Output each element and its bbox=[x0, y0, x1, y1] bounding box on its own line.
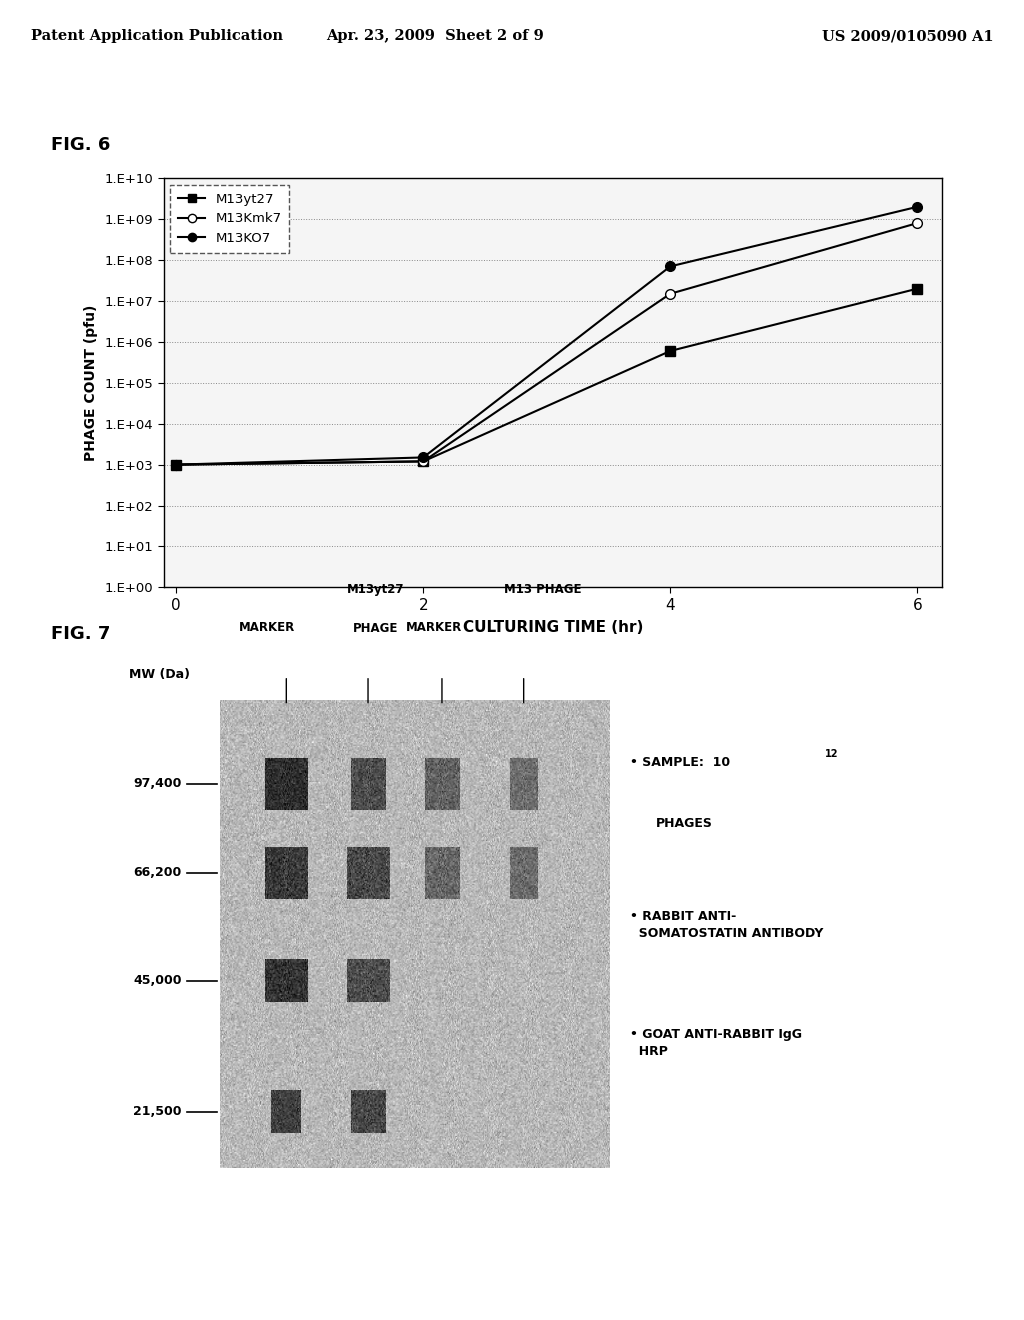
Text: US 2009/0105090 A1: US 2009/0105090 A1 bbox=[821, 29, 993, 44]
Legend: M13yt27, M13Kmk7, M13KO7: M13yt27, M13Kmk7, M13KO7 bbox=[170, 185, 290, 253]
Text: 21,500: 21,500 bbox=[133, 1105, 182, 1118]
Text: 12: 12 bbox=[824, 748, 839, 759]
Text: MARKER: MARKER bbox=[407, 622, 462, 635]
Text: FIG. 6: FIG. 6 bbox=[51, 136, 111, 154]
Text: M13yt27: M13yt27 bbox=[347, 583, 404, 597]
X-axis label: CULTURING TIME (hr): CULTURING TIME (hr) bbox=[463, 620, 643, 635]
Text: PHAGES: PHAGES bbox=[656, 817, 713, 830]
Text: • GOAT ANTI-RABBIT IgG
  HRP: • GOAT ANTI-RABBIT IgG HRP bbox=[630, 1027, 802, 1057]
Text: 45,000: 45,000 bbox=[133, 974, 182, 987]
Text: 66,200: 66,200 bbox=[133, 866, 182, 879]
Text: MW (Da): MW (Da) bbox=[129, 668, 189, 681]
Text: MARKER: MARKER bbox=[239, 622, 295, 635]
Y-axis label: PHAGE COUNT (pfu): PHAGE COUNT (pfu) bbox=[84, 305, 97, 461]
Text: 97,400: 97,400 bbox=[133, 777, 182, 791]
Text: • RABBIT ANTI-
  SOMATOSTATIN ANTIBODY: • RABBIT ANTI- SOMATOSTATIN ANTIBODY bbox=[630, 911, 823, 940]
Text: • SAMPLE:  10: • SAMPLE: 10 bbox=[630, 756, 730, 768]
Text: M13 PHAGE: M13 PHAGE bbox=[505, 583, 582, 597]
Text: PHAGE: PHAGE bbox=[353, 623, 398, 635]
Text: Patent Application Publication: Patent Application Publication bbox=[31, 29, 283, 44]
Text: FIG. 7: FIG. 7 bbox=[51, 624, 111, 643]
Text: Apr. 23, 2009  Sheet 2 of 9: Apr. 23, 2009 Sheet 2 of 9 bbox=[326, 29, 544, 44]
